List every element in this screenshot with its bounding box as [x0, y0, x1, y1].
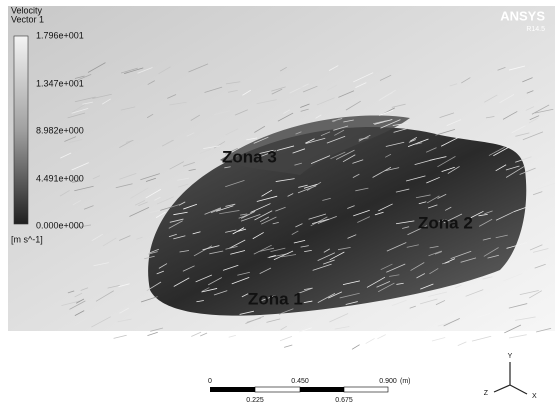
zone-label: Zona 1 [248, 289, 303, 308]
logo-version: R14.5 [526, 26, 545, 33]
triad-label: Y [508, 353, 513, 360]
logo-brand: ANSYS [500, 8, 545, 23]
vector-arrow [458, 342, 467, 346]
vector-arrow [352, 345, 360, 350]
legend-label: 1.796e+001 [36, 30, 84, 40]
scale-bar [210, 387, 388, 392]
scale-label: 0.675 [335, 397, 353, 404]
vector-arrow [377, 335, 385, 339]
scale-label: 0.450 [291, 378, 309, 385]
scale-label: 0.225 [246, 397, 264, 404]
vector-arrow [280, 336, 292, 340]
legend-label: 8.982e+000 [36, 125, 84, 135]
legend-label: 4.491e+000 [36, 173, 84, 183]
zone-label: Zona 2 [418, 213, 473, 232]
legend-label: 1.347e+001 [36, 78, 84, 88]
scale-label: 0 [208, 378, 212, 385]
vector-arrow [432, 337, 445, 341]
legend-label: 0.000e+000 [36, 220, 84, 230]
axis-triad [494, 362, 527, 394]
viewport: Velocity Vector 1 1.796e+001 1.347e+001 … [0, 0, 555, 407]
legend-unit: [m s^-1] [11, 234, 43, 244]
scale-label: 0.900 [379, 378, 397, 385]
triad-label: Z [484, 390, 489, 397]
screen: Velocity Vector 1 1.796e+001 1.347e+001 … [0, 0, 555, 407]
vector-arrow [366, 338, 375, 343]
vector-arrow [509, 335, 527, 338]
vector-arrow [147, 332, 157, 335]
scale-unit: (m) [400, 378, 411, 385]
zone-label: Zona 3 [222, 147, 277, 166]
vector-arrow [472, 336, 491, 341]
vector-arrow [191, 332, 201, 336]
triad-label: X [532, 393, 537, 400]
vector-arrow [200, 333, 207, 336]
vector-arrow [284, 345, 292, 347]
vector-arrow [229, 335, 236, 337]
color-bar [14, 36, 28, 224]
legend-subtitle: Vector 1 [11, 14, 44, 24]
vector-arrow [114, 335, 127, 338]
